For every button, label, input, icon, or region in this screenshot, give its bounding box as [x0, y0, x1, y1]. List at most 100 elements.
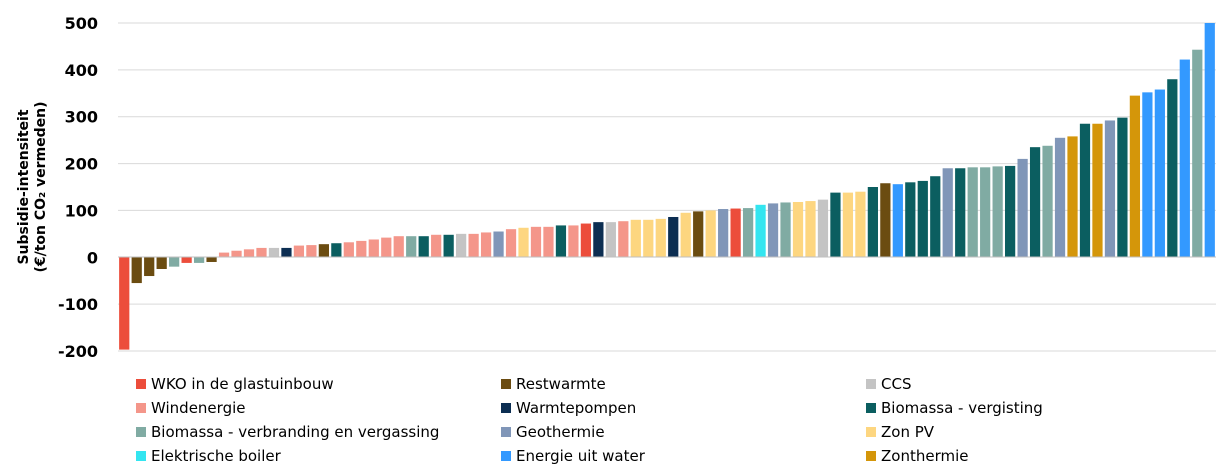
bar-bv — [418, 236, 429, 258]
bar-wko — [730, 208, 741, 258]
bar-bv — [955, 168, 966, 258]
bar-zt — [1092, 123, 1103, 258]
bar-wko — [580, 223, 592, 258]
bars — [119, 23, 1215, 350]
legend-label: Restwarmte — [516, 375, 606, 393]
bar-zt — [1129, 95, 1141, 258]
legend-swatch — [501, 379, 511, 389]
bar-pv — [655, 218, 666, 258]
bar-bve — [193, 257, 205, 263]
y-axis-label-line1: Subsidie-intensiteit — [16, 109, 32, 264]
bar-ccs — [268, 247, 280, 258]
bar-geo — [1104, 120, 1116, 258]
bar-rest — [693, 211, 704, 258]
bar-zt — [1067, 136, 1078, 258]
bar-pv — [855, 191, 866, 258]
bar-geo — [767, 203, 779, 258]
bar-wind — [306, 245, 317, 258]
bar-rest — [318, 244, 329, 258]
bar-bv — [1117, 117, 1128, 258]
bar-wind — [218, 252, 230, 258]
bar-wind — [231, 250, 242, 258]
legend-item-geo: Geothermie — [501, 421, 605, 443]
bar-pv — [705, 210, 716, 258]
bar-bve — [780, 202, 791, 258]
y-axis-label: Subsidie-intensiteit (€/ton CO₂ vermeden… — [16, 101, 49, 272]
legend-swatch — [136, 403, 146, 413]
legend-swatch — [866, 379, 876, 389]
bar-bve — [1192, 49, 1203, 258]
legend-item-zt: Zonthermie — [866, 445, 969, 467]
legend-item-bve: Biomassa - verbranding en vergassing — [136, 421, 439, 443]
y-tick-label: 200 — [65, 155, 98, 174]
bar-ccs — [456, 233, 467, 258]
bar-euw — [1154, 89, 1165, 258]
bar-pv — [842, 192, 854, 258]
bar-euw — [1142, 92, 1153, 258]
bar-bv — [1029, 147, 1041, 258]
bar-wind — [293, 245, 305, 258]
bar-euw — [1204, 23, 1215, 258]
bar-pv — [518, 227, 529, 258]
bar-rest — [156, 257, 167, 269]
bar-geo — [1054, 137, 1066, 258]
y-tick-label: -100 — [58, 295, 98, 314]
bar-wind — [480, 232, 492, 258]
bar-wind — [530, 226, 542, 258]
legend-swatch — [866, 403, 876, 413]
bar-bv — [331, 243, 342, 258]
bar-wind — [368, 239, 379, 258]
legend-swatch — [136, 451, 146, 461]
legend-item-eb: Elektrische boiler — [136, 445, 281, 467]
bar-pv — [630, 219, 641, 258]
bar-pv — [680, 212, 691, 258]
legend-label: Biomassa - verbranding en vergassing — [151, 423, 440, 441]
legend-label: WKO in de glastuinbouw — [151, 375, 334, 393]
bar-euw — [1179, 59, 1190, 258]
bar-geo — [942, 168, 953, 258]
bar-rest — [144, 257, 155, 277]
legend-swatch — [136, 427, 146, 437]
bar-bv — [1005, 165, 1016, 258]
bar-chart: -200 -100 0 100 200 300 400 500 Subsidie-intens… — [16, 14, 1216, 361]
bar-rest — [880, 183, 891, 258]
bar-wind — [256, 247, 267, 258]
bar-rest — [206, 257, 217, 262]
legend-label: Biomassa - vergisting — [881, 399, 1043, 417]
bar-bv — [443, 234, 454, 258]
bar-geo — [1017, 158, 1028, 258]
bar-wind — [568, 225, 579, 258]
bar-bv — [1167, 79, 1178, 258]
bar-wko — [181, 257, 192, 263]
bar-bv — [555, 225, 567, 258]
legend-item-wp: Warmtepompen — [501, 397, 636, 419]
bar-bv — [917, 180, 928, 258]
bar-pv — [643, 219, 654, 258]
bar-geo — [718, 209, 729, 258]
bar-pv — [792, 201, 804, 258]
bar-bve — [980, 167, 991, 258]
legend-label: Geothermie — [516, 423, 605, 441]
bar-wind — [618, 221, 629, 258]
y-tick-label: 500 — [65, 14, 98, 33]
bar-bv — [1079, 123, 1091, 258]
bar-bv — [905, 182, 916, 258]
legend-label: Warmtepompen — [516, 399, 637, 417]
y-axis-label-line2: (€/ton CO₂ vermeden) — [33, 101, 49, 272]
legend-label: Zonthermie — [881, 447, 969, 465]
y-tick-label: -200 — [58, 342, 98, 361]
legend-swatch — [136, 379, 146, 389]
bar-wind — [468, 233, 479, 258]
bar-wind — [343, 242, 354, 258]
legend-label: Windenergie — [151, 399, 246, 417]
legend-swatch — [501, 451, 511, 461]
bar-geo — [493, 231, 504, 258]
bar-wind — [381, 237, 392, 258]
bar-wind — [505, 229, 517, 258]
legend-swatch — [501, 427, 511, 437]
bar-bv — [830, 192, 841, 258]
bar-wp — [668, 216, 679, 258]
bar-bv — [930, 176, 941, 258]
bar-pv — [805, 201, 816, 258]
bar-bve — [967, 167, 978, 258]
